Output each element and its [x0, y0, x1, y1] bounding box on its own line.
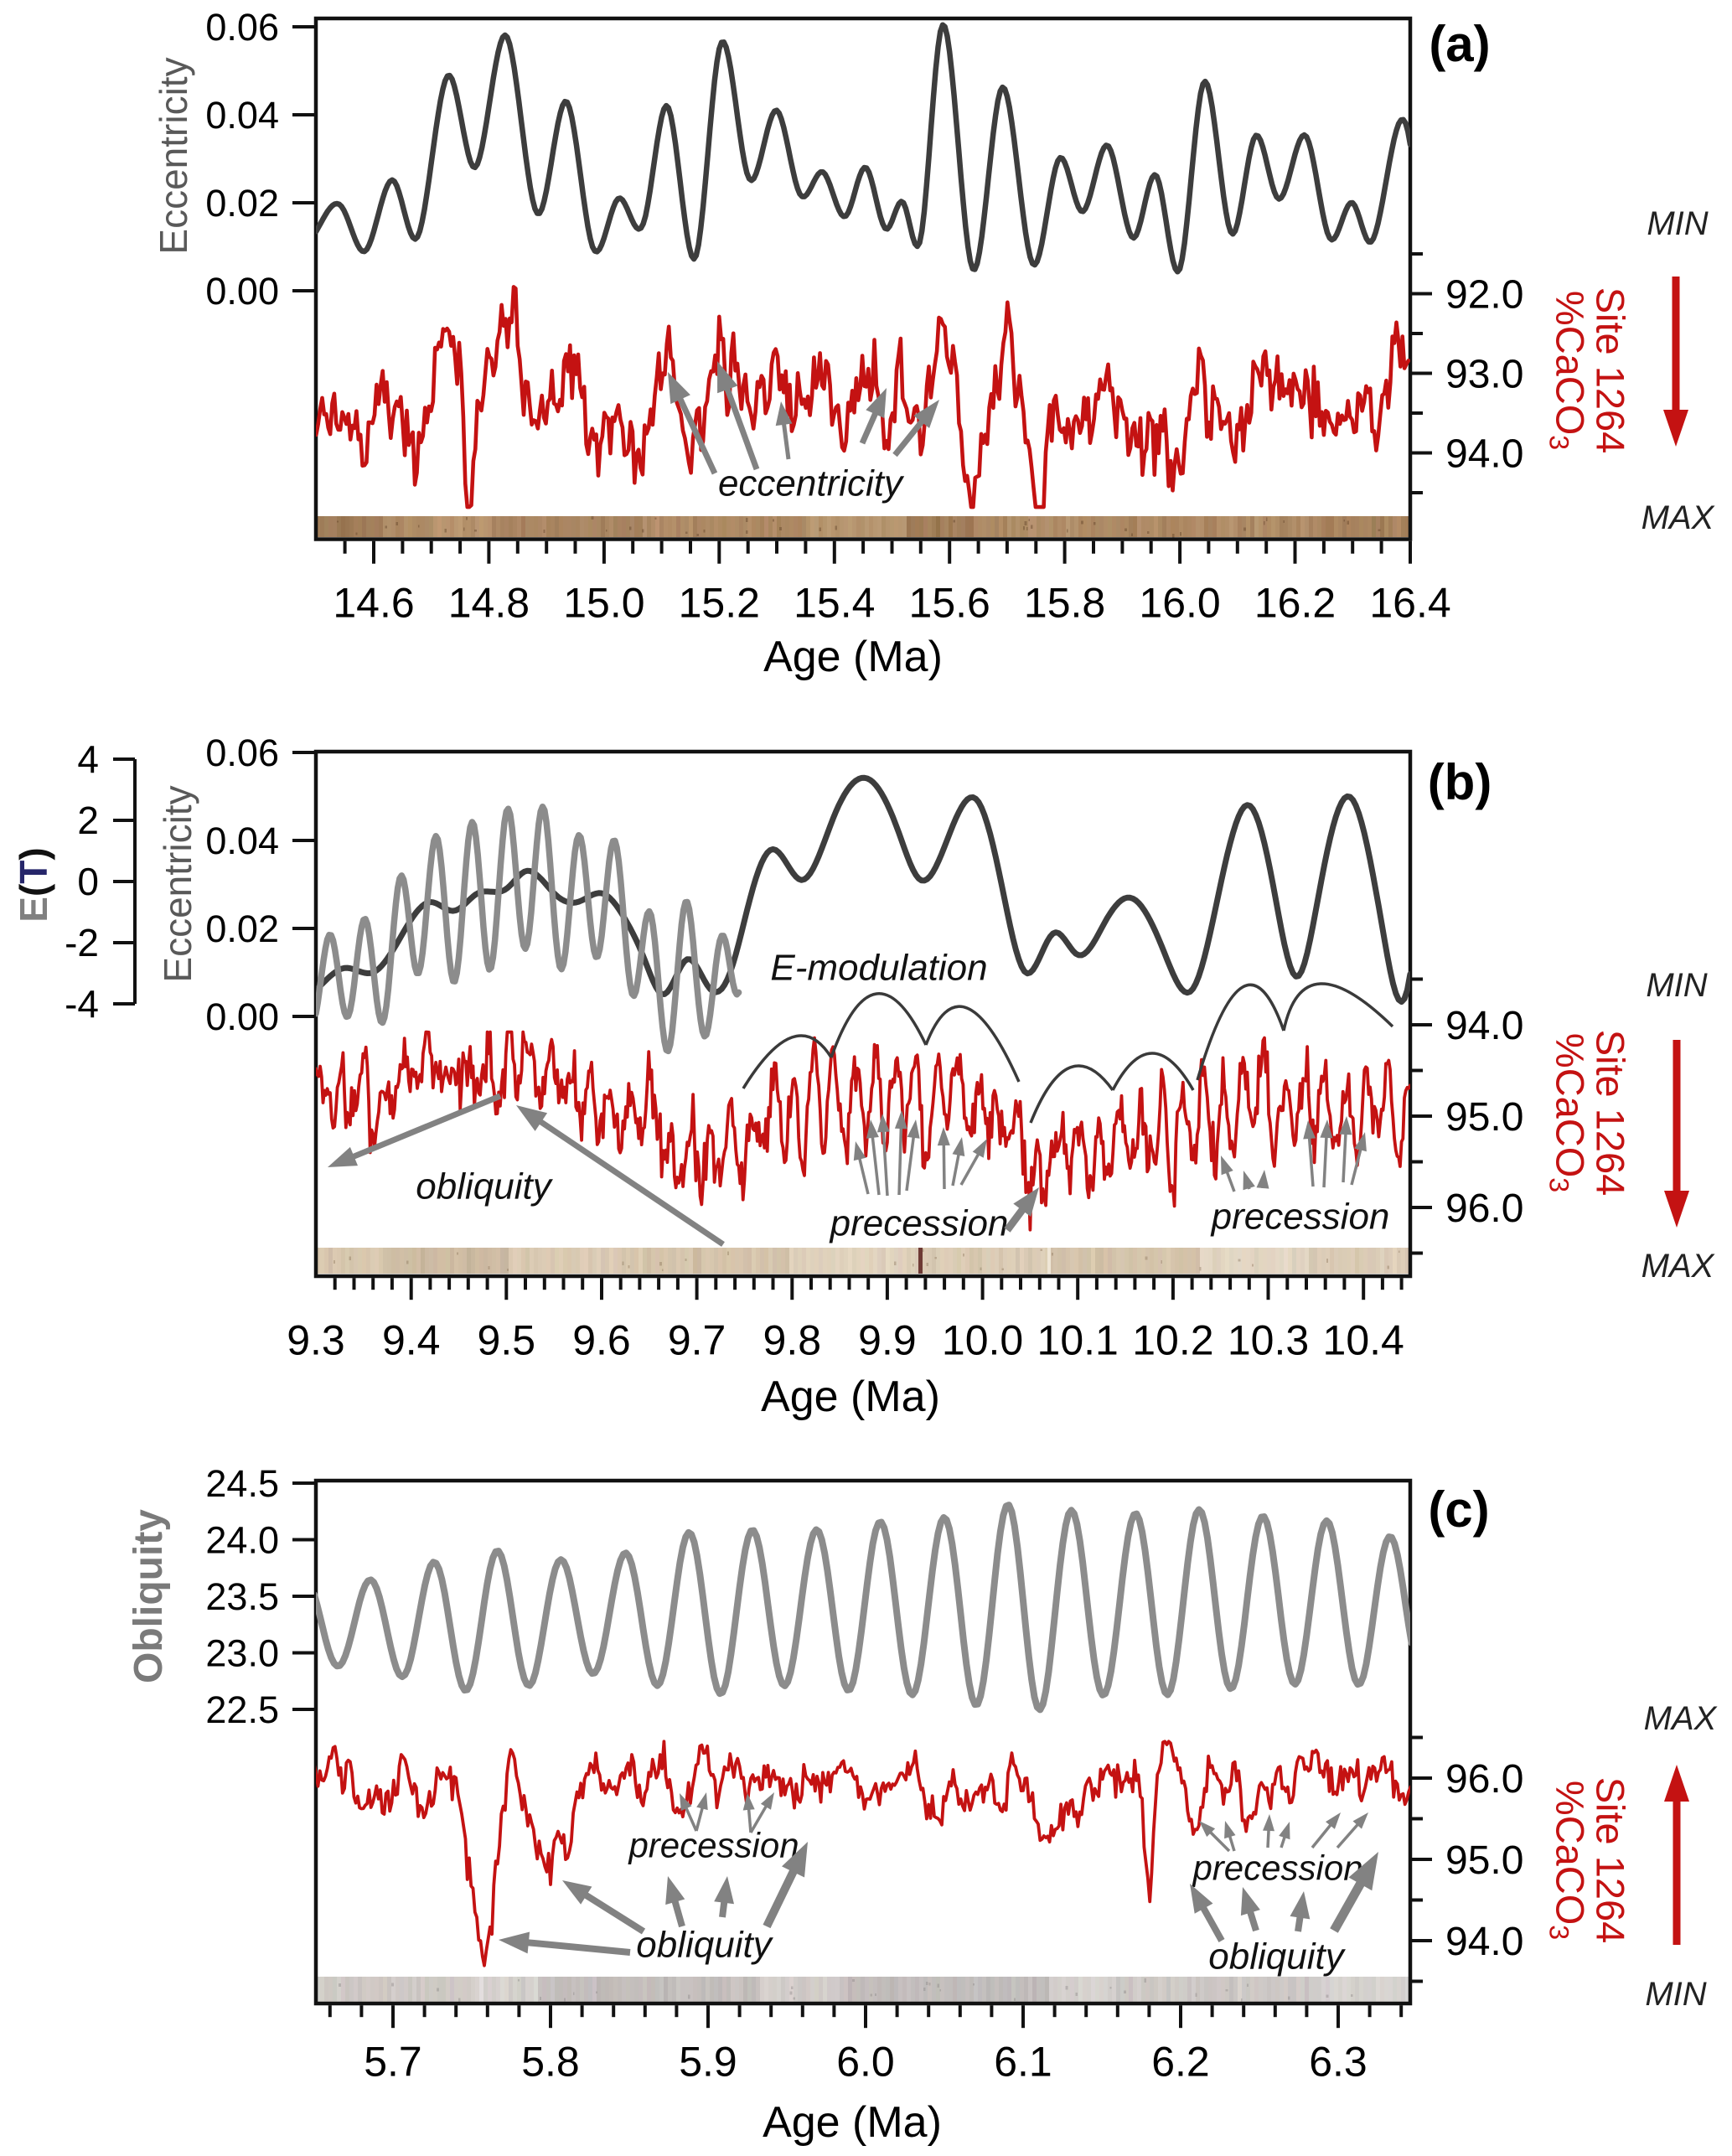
svg-text:0.00: 0.00 — [205, 270, 279, 313]
svg-text:22.5: 22.5 — [205, 1688, 279, 1731]
svg-text:95.0: 95.0 — [1445, 1095, 1523, 1140]
svg-text:23.5: 23.5 — [205, 1575, 279, 1618]
svg-text:Eccentricity: Eccentricity — [156, 785, 199, 982]
svg-text:MIN: MIN — [1647, 205, 1708, 242]
svg-text:9.3: 9.3 — [287, 1317, 345, 1364]
svg-text:15.0: 15.0 — [563, 580, 644, 627]
svg-text:0: 0 — [77, 860, 99, 903]
svg-text:16.2: 16.2 — [1254, 580, 1336, 627]
svg-text:Age (Ma): Age (Ma) — [763, 633, 943, 681]
svg-text:0.04: 0.04 — [205, 94, 279, 137]
svg-text:15.6: 15.6 — [909, 580, 990, 627]
svg-text:E-modulation: E-modulation — [770, 947, 987, 988]
svg-text:10.3: 10.3 — [1228, 1317, 1309, 1364]
svg-text:15.2: 15.2 — [679, 580, 760, 627]
svg-text:MAX: MAX — [1642, 1248, 1715, 1285]
svg-text:14.8: 14.8 — [448, 580, 530, 627]
svg-text:Obliquity: Obliquity — [127, 1509, 171, 1683]
svg-text:Age (Ma): Age (Ma) — [761, 1373, 940, 1421]
svg-text:96.0: 96.0 — [1445, 1757, 1523, 1802]
svg-text:%CaCO3: %CaCO3 — [1543, 1033, 1592, 1192]
svg-text:(b): (b) — [1428, 754, 1492, 810]
svg-text:6.0: 6.0 — [836, 2039, 895, 2086]
svg-text:9.4: 9.4 — [382, 1317, 441, 1364]
svg-text:4: 4 — [77, 737, 99, 781]
svg-text:0.04: 0.04 — [205, 819, 279, 862]
svg-text:Site 1264: Site 1264 — [1589, 1777, 1633, 1944]
svg-text:precession: precession — [829, 1202, 1009, 1243]
svg-text:24.0: 24.0 — [205, 1518, 279, 1561]
svg-text:15.8: 15.8 — [1024, 580, 1105, 627]
svg-text:Age (Ma): Age (Ma) — [763, 2098, 942, 2147]
svg-text:MAX: MAX — [1644, 1700, 1718, 1737]
svg-text:14.6: 14.6 — [333, 580, 414, 627]
svg-text:obliquity: obliquity — [636, 1924, 773, 1965]
svg-text:E(T): E(T) — [12, 847, 55, 922]
svg-text:9.6: 9.6 — [572, 1317, 631, 1364]
svg-text:95.0: 95.0 — [1445, 1838, 1523, 1883]
svg-text:9.8: 9.8 — [763, 1317, 822, 1364]
svg-text:10.2: 10.2 — [1132, 1317, 1213, 1364]
svg-text:obliquity: obliquity — [416, 1166, 553, 1207]
svg-text:precession: precession — [1210, 1196, 1390, 1237]
svg-text:(c): (c) — [1428, 1481, 1489, 1538]
svg-text:6.2: 6.2 — [1151, 2039, 1210, 2086]
svg-text:94.0: 94.0 — [1445, 432, 1523, 476]
svg-text:%CaCO3: %CaCO3 — [1543, 291, 1592, 450]
svg-text:Eccentricity: Eccentricity — [152, 57, 195, 254]
svg-text:obliquity: obliquity — [1208, 1936, 1346, 1977]
svg-text:-2: -2 — [65, 921, 99, 964]
svg-text:93.0: 93.0 — [1445, 352, 1523, 396]
svg-text:10.1: 10.1 — [1037, 1317, 1119, 1364]
svg-text:Site 1264: Site 1264 — [1589, 287, 1633, 454]
svg-text:9.7: 9.7 — [668, 1317, 726, 1364]
svg-text:precession: precession — [1191, 1848, 1362, 1888]
svg-text:92.0: 92.0 — [1445, 272, 1523, 317]
svg-text:(a): (a) — [1429, 16, 1490, 72]
svg-text:16.0: 16.0 — [1139, 580, 1220, 627]
svg-text:10.0: 10.0 — [942, 1317, 1023, 1364]
svg-text:5.8: 5.8 — [521, 2039, 580, 2086]
svg-text:MIN: MIN — [1645, 1976, 1706, 2013]
svg-text:0.02: 0.02 — [205, 182, 279, 225]
svg-text:6.3: 6.3 — [1309, 2039, 1368, 2086]
svg-text:MIN: MIN — [1646, 967, 1707, 1004]
svg-text:15.4: 15.4 — [794, 580, 875, 627]
svg-text:2: 2 — [77, 799, 99, 842]
svg-text:0.06: 0.06 — [205, 732, 279, 774]
svg-text:94.0: 94.0 — [1445, 1920, 1523, 1964]
svg-text:0.06: 0.06 — [205, 6, 279, 49]
svg-text:94.0: 94.0 — [1445, 1004, 1523, 1048]
svg-text:0.00: 0.00 — [205, 995, 279, 1038]
svg-text:9.9: 9.9 — [858, 1317, 917, 1364]
svg-text:-4: -4 — [65, 982, 99, 1026]
svg-text:96.0: 96.0 — [1445, 1187, 1523, 1231]
svg-text:precession: precession — [627, 1826, 799, 1865]
svg-text:9.5: 9.5 — [478, 1317, 536, 1364]
svg-text:24.5: 24.5 — [205, 1462, 279, 1505]
svg-text:0.02: 0.02 — [205, 907, 279, 950]
svg-text:10.4: 10.4 — [1323, 1317, 1404, 1364]
svg-text:5.9: 5.9 — [679, 2039, 737, 2086]
svg-text:eccentricity: eccentricity — [718, 463, 905, 504]
svg-text:%CaCO3: %CaCO3 — [1543, 1781, 1592, 1940]
svg-text:16.4: 16.4 — [1369, 580, 1450, 627]
svg-text:Site 1264: Site 1264 — [1589, 1030, 1633, 1197]
svg-text:5.7: 5.7 — [364, 2039, 422, 2086]
svg-text:MAX: MAX — [1642, 499, 1715, 536]
svg-text:6.1: 6.1 — [994, 2039, 1052, 2086]
svg-text:23.0: 23.0 — [205, 1631, 279, 1674]
